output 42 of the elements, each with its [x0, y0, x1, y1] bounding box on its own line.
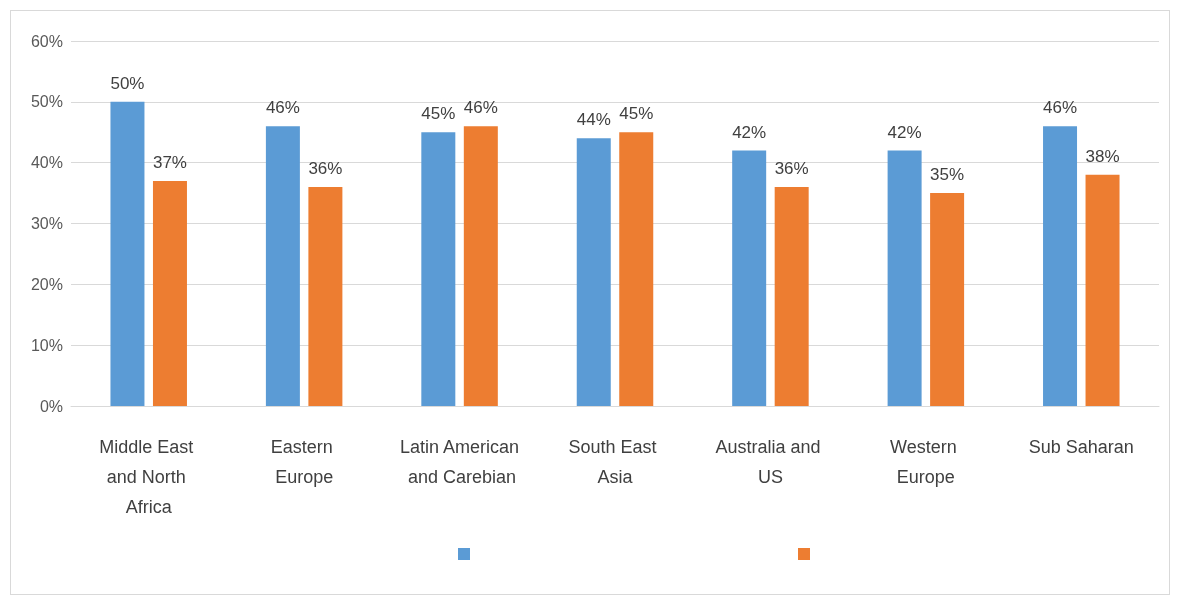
- data-label: 42%: [887, 122, 922, 142]
- data-label: 44%: [576, 110, 611, 130]
- data-label: 36%: [308, 159, 343, 178]
- y-tick-label: 50%: [30, 93, 63, 111]
- bar: [619, 132, 654, 406]
- x-tick-label: Australia and US: [715, 437, 826, 487]
- bar: [152, 180, 187, 406]
- data-label: 35%: [930, 165, 965, 185]
- data-label: 46%: [265, 98, 300, 118]
- data-label: 45%: [421, 104, 456, 124]
- y-tick-label: 0%: [39, 397, 63, 415]
- y-tick-label: 60%: [30, 32, 63, 50]
- x-tick-label: Sub Saharan: [1028, 437, 1134, 457]
- data-label: 45%: [619, 104, 654, 124]
- bar: [463, 126, 498, 406]
- y-tick-label: 20%: [30, 275, 63, 293]
- data-label: 37%: [152, 152, 187, 172]
- x-tick-label: Eastern Europe: [270, 437, 338, 487]
- y-tick-label: 40%: [30, 154, 63, 172]
- x-tick-label: Middle East and North Africa: [99, 437, 199, 517]
- bar: [774, 187, 809, 406]
- bar: [732, 150, 767, 406]
- bar: [421, 132, 456, 406]
- y-tick-label: 10%: [30, 336, 63, 354]
- y-tick-label: 30%: [30, 215, 63, 232]
- bar: [110, 101, 145, 406]
- bar: [576, 138, 611, 406]
- bar: [265, 126, 300, 406]
- bar: [1085, 174, 1120, 406]
- data-label: 46%: [463, 98, 498, 118]
- x-tick-label: Western Europe: [890, 437, 962, 487]
- data-label: 42%: [732, 122, 767, 142]
- x-tick-label: South East Asia: [568, 437, 662, 487]
- data-label: 46%: [1043, 98, 1078, 118]
- data-label: 36%: [774, 159, 809, 178]
- data-label: 38%: [1085, 146, 1120, 166]
- data-label: 50%: [110, 73, 145, 93]
- bar: [930, 193, 965, 406]
- bar: [308, 187, 343, 406]
- bar: [1043, 126, 1078, 406]
- bar: [887, 150, 922, 406]
- x-tick-label: Latin American and Carebian: [400, 437, 520, 487]
